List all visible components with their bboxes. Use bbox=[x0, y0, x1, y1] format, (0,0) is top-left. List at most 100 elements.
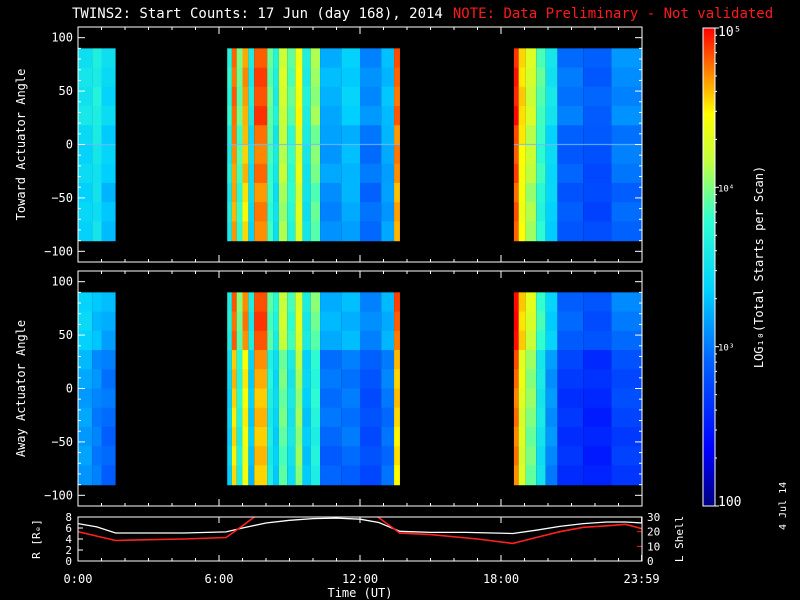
heatmap-cell bbox=[611, 369, 642, 390]
heatmap-cell bbox=[513, 369, 519, 390]
heatmap-cell bbox=[320, 67, 342, 88]
heatmap-cell bbox=[611, 350, 642, 370]
heatmap-cell bbox=[302, 163, 311, 184]
heatmap-cell bbox=[287, 67, 296, 88]
heatmap-cell bbox=[236, 407, 243, 428]
heatmap-cell bbox=[583, 407, 612, 428]
heatmap-cell bbox=[278, 221, 288, 242]
heatmap-cell bbox=[557, 311, 584, 332]
heatmap-cell bbox=[295, 202, 303, 223]
heatmap-cell bbox=[394, 221, 400, 242]
heatmap-cell bbox=[557, 86, 584, 107]
heatmap-cell bbox=[295, 182, 303, 203]
heatmap-cell bbox=[278, 67, 288, 88]
heatmap-cell bbox=[231, 292, 237, 313]
colorbar-gradient bbox=[702, 27, 716, 507]
heatmap-cell bbox=[525, 125, 537, 146]
heatmap-cell bbox=[287, 144, 296, 165]
heatmap-cell bbox=[360, 144, 382, 165]
heatmap-cell bbox=[611, 407, 642, 428]
heatmap-cell bbox=[267, 369, 274, 390]
heatmap-cell bbox=[295, 388, 303, 409]
heatmap-cell bbox=[92, 202, 102, 223]
heatmap-cell bbox=[394, 465, 400, 486]
colorbar-label: LOG₁₀(Total Starts per Scan) bbox=[752, 166, 766, 368]
heatmap-cell bbox=[101, 182, 116, 203]
heatmap-cell bbox=[295, 292, 303, 313]
heatmap-cell bbox=[236, 426, 243, 447]
heatmap-cell bbox=[545, 446, 558, 467]
heatmap-cell bbox=[92, 163, 102, 184]
heatmap-cell bbox=[536, 369, 546, 390]
heatmap-cell bbox=[287, 292, 296, 313]
heatmap-cell bbox=[360, 48, 382, 69]
heatmap-cell bbox=[341, 311, 360, 332]
y-tick-label: 50 bbox=[59, 84, 73, 98]
heatmap-cell bbox=[302, 330, 311, 351]
heatmap-cell bbox=[310, 125, 321, 146]
heatmap-cell bbox=[278, 350, 288, 370]
heatmap-cell bbox=[310, 426, 321, 447]
heatmap-cell bbox=[267, 330, 274, 351]
heatmap-cell bbox=[231, 388, 237, 409]
heatmap-cell bbox=[513, 144, 519, 165]
heatmap-cell bbox=[227, 67, 232, 88]
heatmap-cell bbox=[394, 350, 400, 370]
heatmap-cell bbox=[525, 369, 537, 390]
data-segment bbox=[78, 48, 116, 242]
heatmap-cell bbox=[518, 202, 526, 223]
heatmap-cell bbox=[227, 446, 232, 467]
heatmap-cell bbox=[310, 330, 321, 351]
heatmap-cell bbox=[525, 202, 537, 223]
heatmap-cell bbox=[78, 202, 93, 223]
heatmap-cell bbox=[295, 330, 303, 351]
heatmap-cell bbox=[287, 125, 296, 146]
heatmap-cell bbox=[267, 202, 274, 223]
heatmap-cell bbox=[525, 330, 537, 351]
heatmap-cell bbox=[518, 163, 526, 184]
heatmap-cell bbox=[287, 86, 296, 107]
heatmap-cell bbox=[227, 202, 232, 223]
heatmap-cell bbox=[278, 407, 288, 428]
heatmap-cell bbox=[273, 446, 279, 467]
heatmap-cell bbox=[248, 369, 255, 390]
heatmap-cell bbox=[611, 86, 642, 107]
heatmap-cell bbox=[525, 311, 537, 332]
heatmap-cell bbox=[101, 48, 116, 69]
heatmap-cell bbox=[341, 144, 360, 165]
heatmap-cell bbox=[273, 330, 279, 351]
heatmap-cell bbox=[513, 202, 519, 223]
heatmap-cell bbox=[525, 163, 537, 184]
heatmap-cell bbox=[394, 292, 400, 313]
heatmap-cell bbox=[536, 330, 546, 351]
heatmap-cell bbox=[583, 163, 612, 184]
heatmap-cell bbox=[513, 125, 519, 146]
heatmap-cell bbox=[254, 163, 268, 184]
heatmap-cell bbox=[278, 388, 288, 409]
heatmap-cell bbox=[302, 182, 311, 203]
heatmap-cell bbox=[287, 182, 296, 203]
heatmap-cell bbox=[310, 48, 321, 69]
heatmap-cell bbox=[611, 388, 642, 409]
heatmap-cell bbox=[78, 369, 93, 390]
heatmap-cell bbox=[545, 426, 558, 447]
heatmap-cell bbox=[310, 407, 321, 428]
heatmap-cell bbox=[92, 125, 102, 146]
heatmap-cell bbox=[227, 182, 232, 203]
heatmap-cell bbox=[525, 446, 537, 467]
heatmap-cell bbox=[341, 465, 360, 486]
heatmap-cell bbox=[236, 311, 243, 332]
x-tick-label: 0:00 bbox=[64, 572, 93, 586]
heatmap-cell bbox=[518, 330, 526, 351]
heatmap-cell bbox=[278, 446, 288, 467]
heatmap-cell bbox=[341, 202, 360, 223]
heatmap-cell bbox=[287, 106, 296, 126]
heatmap-cell bbox=[242, 86, 249, 107]
heatmap-cell bbox=[242, 330, 249, 351]
x-tick-label: 18:00 bbox=[483, 572, 519, 586]
heatmap-cell bbox=[381, 330, 395, 351]
heatmap-cell bbox=[381, 369, 395, 390]
heatmap-cell bbox=[583, 465, 612, 486]
heatmap-cell bbox=[231, 426, 237, 447]
heatmap-cell bbox=[320, 311, 342, 332]
